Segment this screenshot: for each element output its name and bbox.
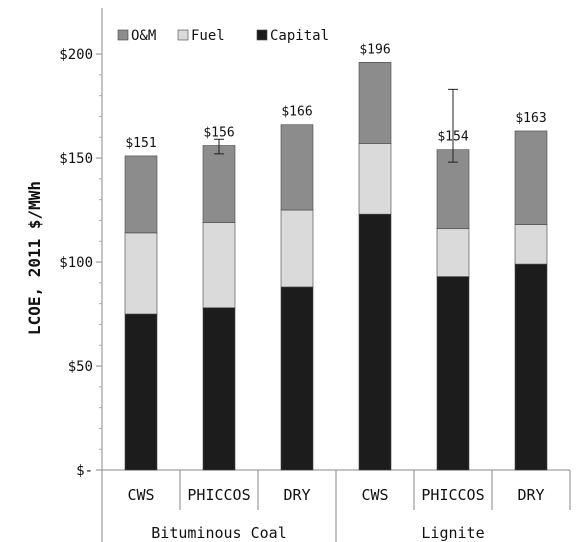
bars xyxy=(124,62,548,471)
total-label: $163 xyxy=(515,111,546,126)
y-tick-label: $150 xyxy=(59,151,93,167)
bar-segment-capital xyxy=(436,276,470,471)
bar-segment-om xyxy=(358,62,392,144)
legend-swatch xyxy=(256,29,268,41)
category-label: PHICCOS xyxy=(187,486,250,504)
bar-segment-capital xyxy=(280,286,314,471)
bar-segment-om xyxy=(514,130,548,225)
bar-segment-om xyxy=(124,155,158,234)
bar-segment-fuel xyxy=(124,232,158,315)
category-label: CWS xyxy=(127,486,154,504)
bar-segment-om xyxy=(280,124,314,211)
total-label: $166 xyxy=(281,105,312,120)
labels: $151 CWS $156 PHICCOS $166 DRY $196 CWS $154 PHIC… xyxy=(125,42,546,542)
legend-label: Fuel xyxy=(191,28,225,44)
bar-segment-om xyxy=(436,149,470,230)
bar-segment-capital xyxy=(202,307,236,471)
legend: O&M Fuel Capital xyxy=(117,28,329,44)
axes: $- $50 $100 $150 $200 xyxy=(59,8,571,542)
bar-segment-fuel xyxy=(358,143,392,215)
y-axis-label: LCOE, 2011 $/MWh xyxy=(25,181,44,335)
bar-segment-capital xyxy=(514,263,548,471)
bar-segment-capital xyxy=(124,313,158,471)
total-label: $154 xyxy=(437,130,468,145)
bar-segment-om xyxy=(202,145,236,223)
legend-label: O&M xyxy=(131,28,156,44)
legend-swatch xyxy=(177,29,189,41)
y-tick-label: $50 xyxy=(68,359,93,375)
category-label: PHICCOS xyxy=(421,486,484,504)
total-label: $151 xyxy=(125,136,156,151)
total-label: $156 xyxy=(203,126,234,141)
bar-segment-fuel xyxy=(436,228,470,277)
total-label: $196 xyxy=(359,42,390,57)
legend-swatch xyxy=(117,29,129,41)
group-label: Lignite xyxy=(421,524,484,542)
bar-segment-fuel xyxy=(202,222,236,309)
y-tick-label: $200 xyxy=(59,47,93,63)
category-label: CWS xyxy=(361,486,388,504)
bar-segment-fuel xyxy=(514,224,548,265)
bar-segment-fuel xyxy=(280,209,314,288)
y-tick-label: $100 xyxy=(59,255,93,271)
legend-label: Capital xyxy=(270,28,329,44)
group-label: Bituminous Coal xyxy=(151,524,286,542)
category-label: DRY xyxy=(283,486,310,504)
y-tick-label: $- xyxy=(76,463,93,479)
bar-segment-capital xyxy=(358,213,392,471)
category-label: DRY xyxy=(517,486,544,504)
